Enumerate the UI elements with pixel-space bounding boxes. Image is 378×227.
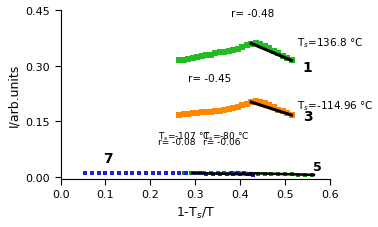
- Text: 3: 3: [303, 109, 312, 123]
- Text: T$_s$=136.8 °C: T$_s$=136.8 °C: [297, 36, 363, 50]
- X-axis label: 1-T$_s$/T: 1-T$_s$/T: [176, 205, 215, 220]
- Text: r= -0.45: r= -0.45: [188, 74, 232, 84]
- Text: T$_s$=-80 °C: T$_s$=-80 °C: [203, 130, 250, 142]
- Text: r= -0.08: r= -0.08: [158, 138, 196, 147]
- Text: r= -0.48: r= -0.48: [231, 8, 274, 18]
- Text: 5: 5: [313, 161, 321, 174]
- Text: r= -0.06: r= -0.06: [203, 138, 241, 147]
- Text: T$_s$=-114.96 °C: T$_s$=-114.96 °C: [297, 99, 374, 113]
- Y-axis label: I/arb.units: I/arb.units: [7, 64, 20, 126]
- Text: 7: 7: [103, 152, 113, 165]
- Text: T$_s$=-107 °C: T$_s$=-107 °C: [158, 130, 211, 142]
- Text: 1: 1: [303, 61, 313, 75]
